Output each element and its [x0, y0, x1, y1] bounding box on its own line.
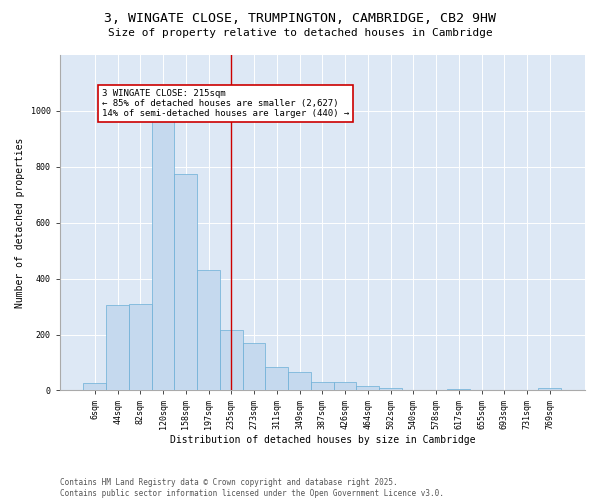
Text: Contains HM Land Registry data © Crown copyright and database right 2025.
Contai: Contains HM Land Registry data © Crown c…	[60, 478, 444, 498]
Bar	[83, 384, 106, 390]
Bar	[129, 304, 152, 390]
Bar	[288, 372, 311, 390]
Bar	[311, 382, 334, 390]
Y-axis label: Number of detached properties: Number of detached properties	[15, 138, 25, 308]
Text: 3, WINGATE CLOSE, TRUMPINGTON, CAMBRIDGE, CB2 9HW: 3, WINGATE CLOSE, TRUMPINGTON, CAMBRIDGE…	[104, 12, 496, 26]
X-axis label: Distribution of detached houses by size in Cambridge: Distribution of detached houses by size …	[170, 435, 475, 445]
Bar	[220, 330, 242, 390]
Bar	[197, 270, 220, 390]
Bar	[448, 389, 470, 390]
Bar	[175, 174, 197, 390]
Bar	[538, 388, 561, 390]
Text: Size of property relative to detached houses in Cambridge: Size of property relative to detached ho…	[107, 28, 493, 38]
Bar	[265, 366, 288, 390]
Bar	[106, 305, 129, 390]
Text: 3 WINGATE CLOSE: 215sqm
← 85% of detached houses are smaller (2,627)
14% of semi: 3 WINGATE CLOSE: 215sqm ← 85% of detache…	[101, 88, 349, 118]
Bar	[356, 386, 379, 390]
Bar	[334, 382, 356, 390]
Bar	[152, 115, 175, 390]
Bar	[379, 388, 402, 390]
Bar	[242, 343, 265, 390]
